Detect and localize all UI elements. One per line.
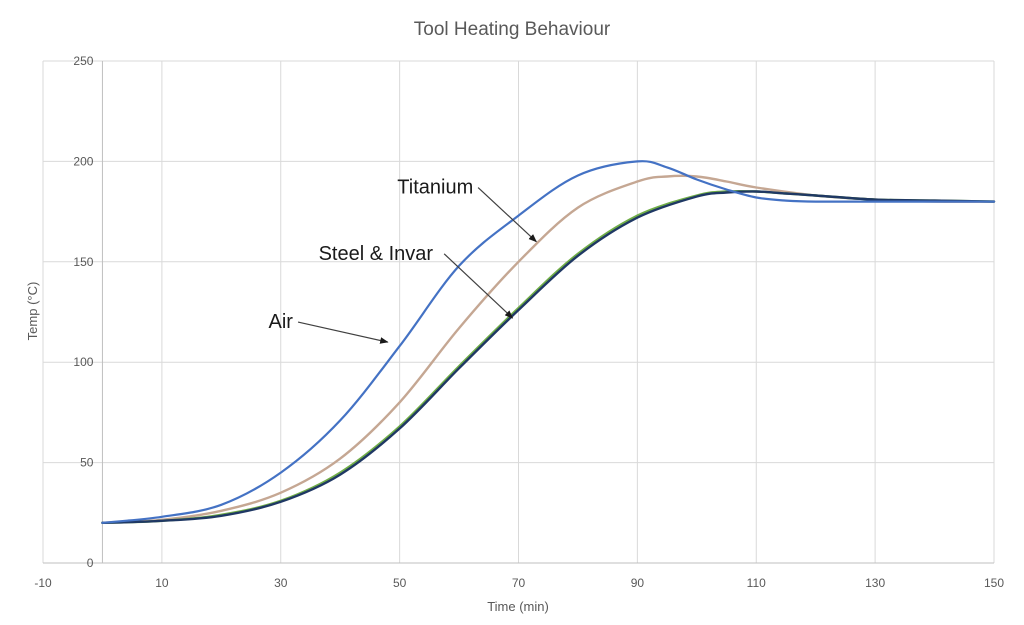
tick-labels: -10 10 30 50 70 90 110 130 150 0 50 100 150 200 250 bbox=[34, 54, 1004, 590]
y-axis-label: Temp (°C) bbox=[25, 282, 40, 341]
y-tick-label: 200 bbox=[73, 154, 93, 168]
y-tick-label: 250 bbox=[73, 54, 93, 68]
annotation-arrow bbox=[477, 187, 537, 243]
y-tick-label: 0 bbox=[87, 556, 94, 570]
x-axis-label: Time (min) bbox=[487, 599, 549, 614]
series-line-titanium bbox=[101, 174, 996, 524]
annotation-label: Air bbox=[269, 311, 294, 333]
series-line-steel bbox=[101, 189, 996, 524]
axes bbox=[43, 61, 994, 564]
annotation-arrow bbox=[443, 253, 514, 319]
x-tick-label: 150 bbox=[984, 576, 1004, 590]
series-line-air bbox=[101, 160, 996, 524]
x-tick-label: 110 bbox=[747, 576, 766, 590]
x-tick-label: 90 bbox=[631, 576, 645, 590]
y-tick-label: 50 bbox=[80, 456, 94, 470]
grid-lines bbox=[42, 60, 995, 563]
y-tick-label: 150 bbox=[73, 255, 93, 269]
annotation-label: Steel & Invar bbox=[319, 243, 434, 265]
x-tick-label: 50 bbox=[393, 576, 407, 590]
annotation-label: Titanium bbox=[397, 177, 473, 199]
x-tick-label: 130 bbox=[865, 576, 885, 590]
y-tick-label: 100 bbox=[73, 355, 93, 369]
x-tick-label: 70 bbox=[512, 576, 526, 590]
series-line-invar bbox=[101, 190, 996, 524]
series-lines bbox=[101, 160, 996, 524]
chart-title: Tool Heating Behaviour bbox=[414, 19, 611, 40]
x-tick-label: -10 bbox=[34, 576, 52, 590]
annotation-arrow bbox=[297, 321, 389, 344]
annotations: Titanium Steel & Invar Air bbox=[269, 177, 537, 344]
x-tick-label: 30 bbox=[274, 576, 288, 590]
x-tick-label: 10 bbox=[155, 576, 169, 590]
